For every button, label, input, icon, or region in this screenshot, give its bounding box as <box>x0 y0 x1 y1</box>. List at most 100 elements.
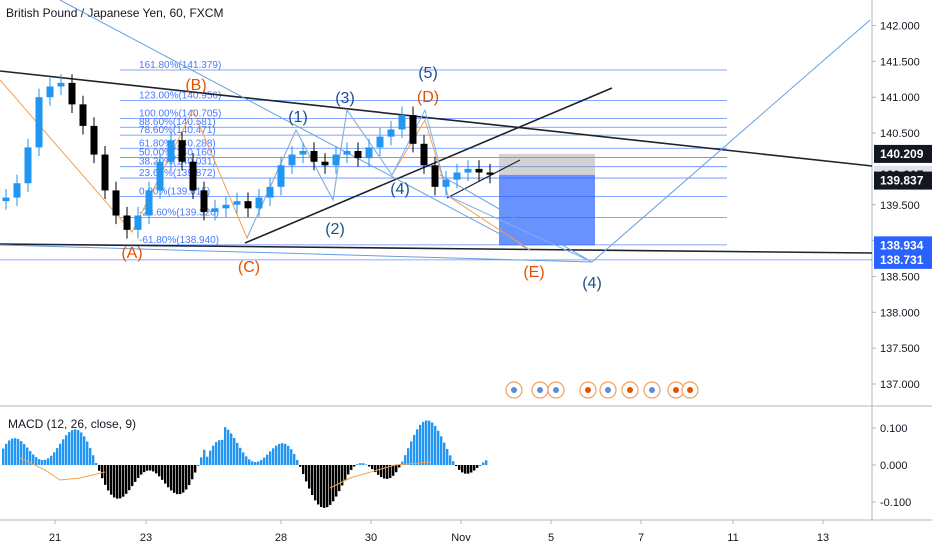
candle-body <box>420 143 428 166</box>
wave-label-blue: (4) <box>582 275 602 292</box>
x-tick-label: 23 <box>140 532 152 544</box>
macd-histogram-bar <box>272 448 275 465</box>
candle-body <box>464 168 472 173</box>
macd-histogram-bar <box>14 438 17 465</box>
macd-histogram-bar <box>185 465 188 490</box>
macd-histogram-bar <box>278 443 281 465</box>
macd-histogram-bar <box>263 457 266 465</box>
macd-histogram-bar <box>80 432 83 465</box>
macd-histogram-bar <box>119 465 122 499</box>
candle-body <box>211 208 219 212</box>
macd-histogram-bar <box>254 462 257 465</box>
macd-histogram-bar <box>170 465 173 491</box>
macd-histogram-bar <box>68 432 71 465</box>
macd-histogram-bar <box>62 439 65 465</box>
macd-histogram-bar <box>431 422 434 465</box>
macd-histogram-bar <box>110 465 113 495</box>
candle-body <box>46 86 54 98</box>
macd-histogram-bar <box>92 455 95 465</box>
candle-body <box>343 150 351 155</box>
candle-body <box>387 129 395 137</box>
macd-histogram-bar <box>125 465 128 494</box>
macd-histogram-bar <box>416 429 419 465</box>
macd-histogram-bar <box>332 465 335 502</box>
macd-histogram-bar <box>275 445 278 465</box>
wave-label-blue: (1) <box>288 109 308 126</box>
trend-line-lower <box>0 243 873 254</box>
macd-histogram-bar <box>146 465 149 471</box>
macd-histogram-bar <box>440 436 443 465</box>
macd-histogram-bar <box>317 465 320 505</box>
wave-label-orange: (B) <box>185 77 206 94</box>
projection-line <box>0 244 593 263</box>
macd-histogram-bar <box>215 442 218 465</box>
price-label-bg <box>874 250 932 269</box>
macd-histogram-bar <box>218 440 221 465</box>
macd-histogram-bar <box>287 445 290 465</box>
wave-label-blue: (2) <box>325 221 345 238</box>
macd-histogram-bar <box>467 465 470 474</box>
candle-body <box>244 201 252 209</box>
macd-histogram-bar <box>470 465 473 473</box>
candle-body <box>2 197 10 202</box>
event-marker-dot <box>687 387 693 393</box>
macd-histogram-bar <box>428 420 431 465</box>
macd-histogram-bar <box>476 465 479 468</box>
macd-histogram-bar <box>302 465 305 475</box>
macd-histogram-bar <box>392 465 395 476</box>
macd-histogram-bar <box>158 465 161 477</box>
macd-histogram-bar <box>296 459 299 465</box>
macd-histogram-bar <box>395 465 398 473</box>
macd-histogram-bar <box>368 465 371 467</box>
macd-histogram-bar <box>104 465 107 485</box>
fib-level-label: 88.60%(140.581) <box>139 117 216 128</box>
macd-histogram-bar <box>305 465 308 482</box>
macd-histogram-bar <box>155 465 158 474</box>
chart-title: British Pound / Japanese Yen, 60, FXCM <box>6 6 224 20</box>
wave-label-blue: (4) <box>390 181 410 198</box>
macd-tick-label: -0.100 <box>880 497 911 509</box>
y-tick-label: 142.000 <box>880 21 920 33</box>
macd-histogram-bar <box>344 465 347 480</box>
macd-histogram-bar <box>380 465 383 478</box>
event-marker-dot <box>673 387 679 393</box>
macd-histogram-bar <box>248 459 251 465</box>
macd-histogram-bar <box>455 465 458 467</box>
wave-label-blue: (5) <box>418 65 438 82</box>
macd-histogram-bar <box>11 438 14 465</box>
macd-histogram-bar <box>419 424 422 465</box>
fib-level-label: -23.60%(139.320) <box>139 208 219 219</box>
macd-histogram-bar <box>188 465 191 486</box>
macd-histogram-bar <box>83 436 86 465</box>
macd-histogram-bar <box>128 465 131 491</box>
macd-histogram-bar <box>230 433 233 465</box>
macd-histogram-bar <box>452 461 455 465</box>
macd-histogram-bar <box>446 449 449 465</box>
candle-body <box>332 154 340 166</box>
macd-histogram-bar <box>242 452 245 465</box>
projection-line <box>59 0 531 251</box>
macd-histogram-bar <box>386 465 389 479</box>
macd-histogram-bar <box>20 441 23 465</box>
macd-histogram-bar <box>221 439 224 465</box>
macd-histogram-bar <box>404 455 407 465</box>
macd-histogram-bar <box>209 450 212 465</box>
price-label: 138.934 <box>880 238 924 252</box>
macd-histogram-bar <box>98 465 101 471</box>
macd-histogram-bar <box>134 465 137 482</box>
wave-label-orange: (C) <box>238 259 260 276</box>
macd-histogram-bar <box>26 447 29 465</box>
projection-line <box>439 174 593 263</box>
macd-histogram-bar <box>233 437 236 465</box>
macd-histogram-bar <box>212 445 215 465</box>
candle-body <box>453 172 461 180</box>
macd-histogram-bar <box>482 462 485 465</box>
macd-histogram-bar <box>8 440 11 465</box>
macd-histogram-bar <box>389 465 392 479</box>
y-tick-label: 141.500 <box>880 56 920 68</box>
event-marker-dot <box>649 387 655 393</box>
macd-histogram-bar <box>41 460 44 465</box>
fib-level-label: -61.80%(138.940) <box>139 235 219 246</box>
macd-histogram-bar <box>284 443 287 465</box>
